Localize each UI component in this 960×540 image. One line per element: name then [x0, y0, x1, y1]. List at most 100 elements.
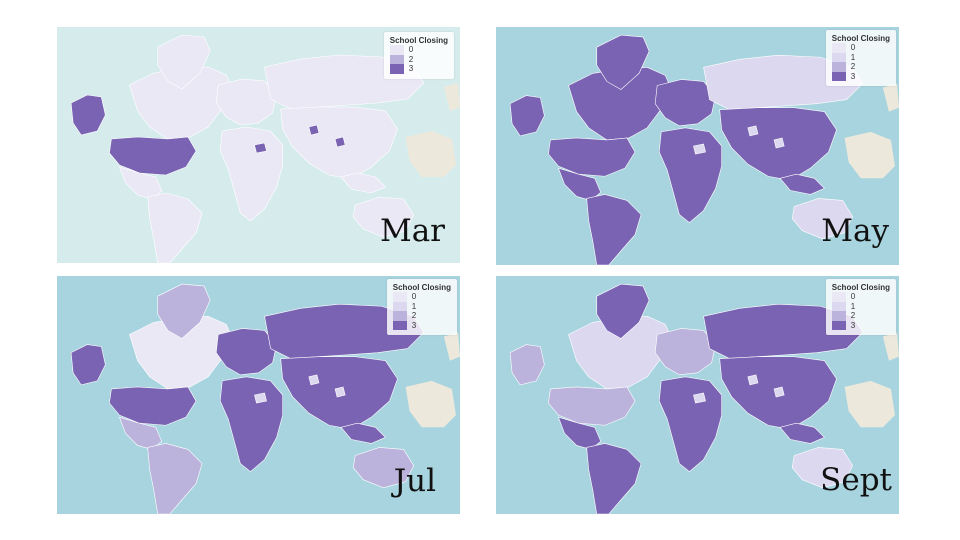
- world-map-jul: [57, 276, 460, 514]
- legend-label: 2: [850, 311, 856, 321]
- region-alaska[interactable]: [509, 95, 545, 137]
- region-south-america[interactable]: [586, 443, 642, 514]
- region-greenland[interactable]: [157, 283, 211, 339]
- legend-entry: 2: [392, 311, 451, 321]
- legend-label: 3: [850, 320, 856, 330]
- region-africa[interactable]: [219, 376, 283, 473]
- region-africa[interactable]: [658, 127, 722, 224]
- unlisted-land: [405, 332, 460, 428]
- unlisted-land: [844, 332, 899, 428]
- region-greenland[interactable]: [157, 34, 211, 90]
- legend-label: 1: [411, 301, 417, 311]
- region-indonesia[interactable]: [340, 172, 386, 194]
- legend-entry: 1: [831, 301, 890, 311]
- legend-entry: 0: [392, 292, 451, 302]
- legend-label: 1: [850, 301, 856, 311]
- legend-entry: 3: [389, 64, 448, 74]
- region-south-america[interactable]: [586, 194, 642, 265]
- region-greenland[interactable]: [596, 283, 650, 339]
- legend-label: 2: [408, 54, 414, 64]
- legend-label: 2: [850, 62, 856, 72]
- legend-swatch: [831, 301, 846, 311]
- legend-entry: 2: [389, 54, 448, 64]
- month-label-jul: Jul: [393, 463, 436, 499]
- region-indonesia[interactable]: [779, 422, 825, 444]
- legend-entry: 0: [831, 43, 890, 53]
- legend-swatch: [831, 292, 846, 302]
- legend-swatch: [831, 43, 846, 53]
- region-africa[interactable]: [658, 376, 722, 473]
- legend-swatch: [831, 320, 846, 330]
- region-hotspots[interactable]: [693, 125, 785, 155]
- legend-swatch: [389, 45, 404, 55]
- month-label-sept: Sept: [820, 462, 892, 498]
- legend-label: 3: [408, 64, 414, 74]
- legend-label: 0: [850, 43, 856, 53]
- region-europe[interactable]: [215, 328, 277, 376]
- region-europe[interactable]: [654, 328, 716, 376]
- region-alaska[interactable]: [70, 94, 106, 136]
- region-south-america[interactable]: [147, 192, 203, 263]
- region-hotspots[interactable]: [693, 374, 785, 404]
- legend-title: School Closing: [831, 34, 890, 43]
- month-label-mar: Mar: [379, 213, 445, 249]
- legend-entry: 2: [831, 311, 890, 321]
- legend-swatch: [831, 62, 846, 72]
- legend-title: School Closing: [392, 283, 451, 292]
- region-usa[interactable]: [548, 137, 636, 177]
- legend-label: 1: [850, 52, 856, 62]
- region-australia[interactable]: [791, 447, 854, 489]
- legend-entry: 3: [831, 320, 890, 330]
- legend-swatch: [392, 311, 407, 321]
- region-indonesia[interactable]: [779, 173, 825, 195]
- region-alaska[interactable]: [70, 344, 106, 386]
- region-greenland[interactable]: [596, 34, 650, 90]
- legend-swatch: [831, 311, 846, 321]
- legend-title: School Closing: [831, 283, 890, 292]
- legend-label: 2: [411, 311, 417, 321]
- legend-swatch: [392, 292, 407, 302]
- legend-swatch: [831, 71, 846, 81]
- region-africa[interactable]: [219, 126, 283, 222]
- region-australia[interactable]: [791, 198, 854, 240]
- region-indonesia[interactable]: [340, 422, 386, 444]
- region-europe[interactable]: [215, 78, 277, 126]
- region-south-america[interactable]: [147, 443, 203, 514]
- legend-label: 0: [408, 45, 414, 55]
- legend-title: School Closing: [389, 36, 448, 45]
- region-usa[interactable]: [109, 386, 197, 426]
- legend-entry: 3: [831, 71, 890, 81]
- world-map-may: [496, 27, 899, 265]
- legend-swatch: [392, 320, 407, 330]
- legend-label: 3: [850, 71, 856, 81]
- region-alaska[interactable]: [509, 344, 545, 386]
- legend-label: 0: [850, 292, 856, 302]
- region-hotspots[interactable]: [254, 374, 346, 404]
- legend-swatch: [389, 64, 404, 74]
- legend-entry: 3: [392, 320, 451, 330]
- legend-label: 0: [411, 292, 417, 302]
- legend-entry: 0: [389, 45, 448, 55]
- legend-entry: 2: [831, 62, 890, 72]
- unlisted-land: [844, 83, 899, 179]
- month-label-may: May: [821, 213, 889, 249]
- region-usa[interactable]: [109, 136, 197, 176]
- legend-label: 3: [411, 320, 417, 330]
- region-europe[interactable]: [654, 79, 716, 127]
- region-usa[interactable]: [548, 386, 636, 426]
- region-australia[interactable]: [352, 196, 415, 238]
- region-australia[interactable]: [352, 447, 415, 489]
- unlisted-land: [405, 83, 460, 177]
- legend-swatch: [392, 301, 407, 311]
- legend-entry: 1: [392, 301, 451, 311]
- region-hotspots[interactable]: [254, 124, 346, 154]
- legend-entry: 0: [831, 292, 890, 302]
